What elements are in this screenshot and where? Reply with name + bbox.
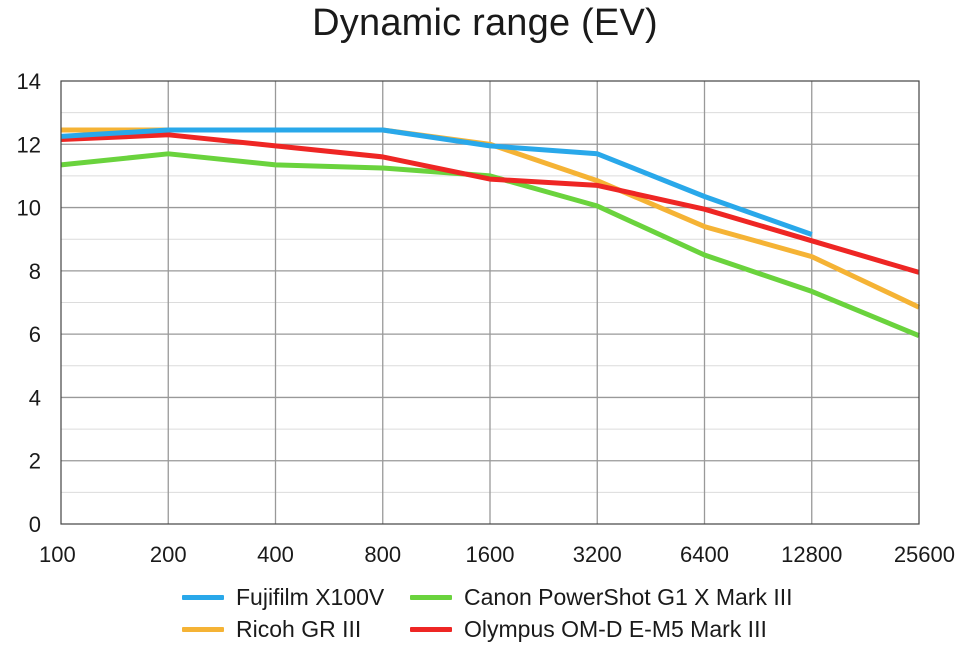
legend-item-olympus-em5-iii: Olympus OM-D E-M5 Mark III — [410, 614, 767, 644]
x-axis-tick-labels: 100 200 400 800 1600 3200 6400 12800 25600 — [39, 542, 955, 567]
y-tick-label-14: 14 — [17, 69, 41, 94]
y-tick-label-12: 12 — [17, 132, 41, 157]
series-lines — [60, 127, 921, 339]
legend-swatch-ricoh — [182, 626, 224, 632]
legend-swatch-fujifilm — [182, 594, 224, 600]
y-tick-label-2: 2 — [29, 449, 41, 474]
major-gridlines — [61, 81, 919, 524]
y-tick-label-8: 8 — [29, 259, 41, 284]
series-line-olympus-om-d-e-m5-mark-iii — [60, 132, 920, 275]
y-tick-label-0: 0 — [29, 512, 41, 537]
legend-label-canon: Canon PowerShot G1 X Mark III — [464, 583, 793, 610]
legend-swatch-olympus — [410, 626, 452, 632]
x-tick-label-200: 200 — [150, 542, 187, 567]
y-tick-label-6: 6 — [29, 322, 41, 347]
x-tick-label-400: 400 — [257, 542, 294, 567]
legend-label-ricoh: Ricoh GR III — [236, 615, 362, 642]
dynamic-range-chart: 0 2 4 6 8 10 12 14 100 200 400 800 1600 3200 6400 1280… — [17, 69, 955, 567]
plot-frame — [60, 80, 920, 525]
legend-swatch-canon — [410, 594, 452, 600]
x-tick-label-3200: 3200 — [573, 542, 622, 567]
legend-item-fujifilm-x100v: Fujifilm X100V — [182, 582, 384, 612]
x-tick-label-25600: 25600 — [894, 542, 955, 567]
x-tick-label-1600: 1600 — [466, 542, 515, 567]
legend-label-olympus: Olympus OM-D E-M5 Mark III — [464, 615, 767, 642]
y-tick-label-10: 10 — [17, 196, 41, 221]
y-axis-tick-labels: 0 2 4 6 8 10 12 14 — [17, 69, 41, 537]
x-tick-label-6400: 6400 — [680, 542, 729, 567]
x-tick-label-800: 800 — [364, 542, 401, 567]
chart-legend: Fujifilm X100V Canon PowerShot G1 X Mark… — [0, 580, 970, 646]
legend-item-canon-g1x-iii: Canon PowerShot G1 X Mark III — [410, 582, 793, 612]
legend-item-ricoh-gr-iii: Ricoh GR III — [182, 614, 361, 644]
series-line-canon-powershot-g1-x-mark-iii — [60, 151, 920, 339]
chart-title: Dynamic range (EV) — [312, 2, 658, 44]
series-line-fujifilm-x100v — [60, 127, 813, 237]
x-tick-label-12800: 12800 — [781, 542, 842, 567]
y-tick-label-4: 4 — [29, 385, 41, 410]
legend-label-fujifilm: Fujifilm X100V — [236, 583, 385, 610]
x-tick-label-100: 100 — [39, 542, 76, 567]
